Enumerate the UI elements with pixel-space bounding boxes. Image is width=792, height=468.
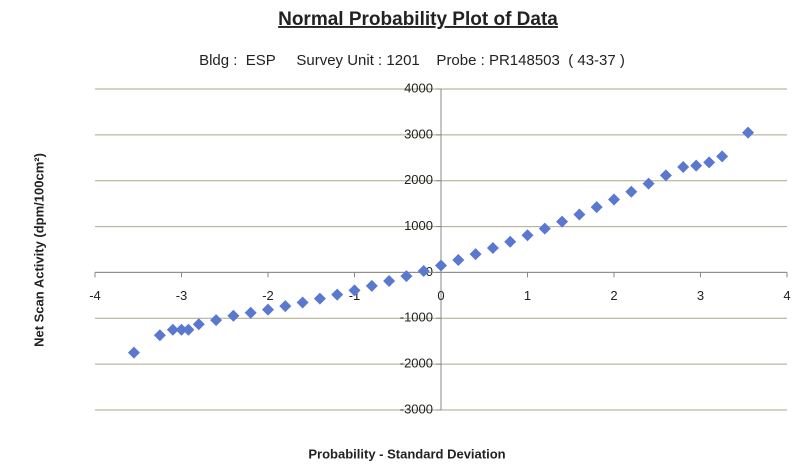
point xyxy=(469,248,482,261)
x-tick-label: -2 xyxy=(262,288,274,303)
point xyxy=(659,169,672,182)
point xyxy=(625,185,638,198)
point xyxy=(435,259,447,272)
point xyxy=(279,300,292,313)
point xyxy=(642,177,655,190)
point xyxy=(452,253,465,266)
point xyxy=(521,229,534,242)
point xyxy=(331,288,344,301)
y-axis-label: Net Scan Activity (dpm/100cm²) xyxy=(31,153,46,347)
y-tick-label: 4000 xyxy=(404,80,433,95)
y-tick-label: -3000 xyxy=(400,401,433,416)
point xyxy=(210,314,223,327)
point xyxy=(677,160,690,173)
point xyxy=(590,201,603,214)
point xyxy=(400,270,413,283)
x-tick-label: 1 xyxy=(524,288,531,303)
point xyxy=(262,303,274,316)
point xyxy=(227,309,240,322)
chart-subtitle: Bldg : ESP Survey Unit : 1201 Probe : PR… xyxy=(199,52,625,69)
point xyxy=(166,323,179,336)
y-tick-label: 3000 xyxy=(404,126,433,141)
x-tick-label: 2 xyxy=(610,288,617,303)
chart-title: Normal Probability Plot of Data xyxy=(278,9,558,30)
x-tick-label: 4 xyxy=(783,288,790,303)
point xyxy=(608,193,620,206)
point xyxy=(313,292,326,305)
point xyxy=(486,242,499,255)
point xyxy=(716,150,729,163)
x-tick-label: -4 xyxy=(89,288,101,303)
point xyxy=(504,235,517,248)
point xyxy=(573,208,586,221)
point xyxy=(538,222,551,235)
point xyxy=(742,126,755,139)
y-tick-label: -1000 xyxy=(400,310,433,325)
point xyxy=(556,215,569,228)
point xyxy=(153,329,166,342)
point xyxy=(703,156,716,169)
y-tick-label: 1000 xyxy=(404,218,433,233)
y-tick-label: 2000 xyxy=(404,172,433,187)
point xyxy=(192,318,205,331)
x-tick-label: 3 xyxy=(697,288,704,303)
y-tick-label: -2000 xyxy=(400,356,433,371)
point xyxy=(127,346,140,359)
point xyxy=(690,159,703,172)
point xyxy=(296,296,309,309)
point xyxy=(175,323,188,336)
point xyxy=(365,279,378,292)
x-tick-label: -3 xyxy=(176,288,188,303)
point xyxy=(383,275,396,288)
x-axis-label: Probability - Standard Deviation xyxy=(308,446,505,461)
point xyxy=(244,306,257,319)
y-tick-label: 0 xyxy=(426,264,433,279)
x-tick-label: 0 xyxy=(437,288,444,303)
point xyxy=(417,264,430,277)
point xyxy=(182,323,195,336)
point xyxy=(348,284,361,297)
